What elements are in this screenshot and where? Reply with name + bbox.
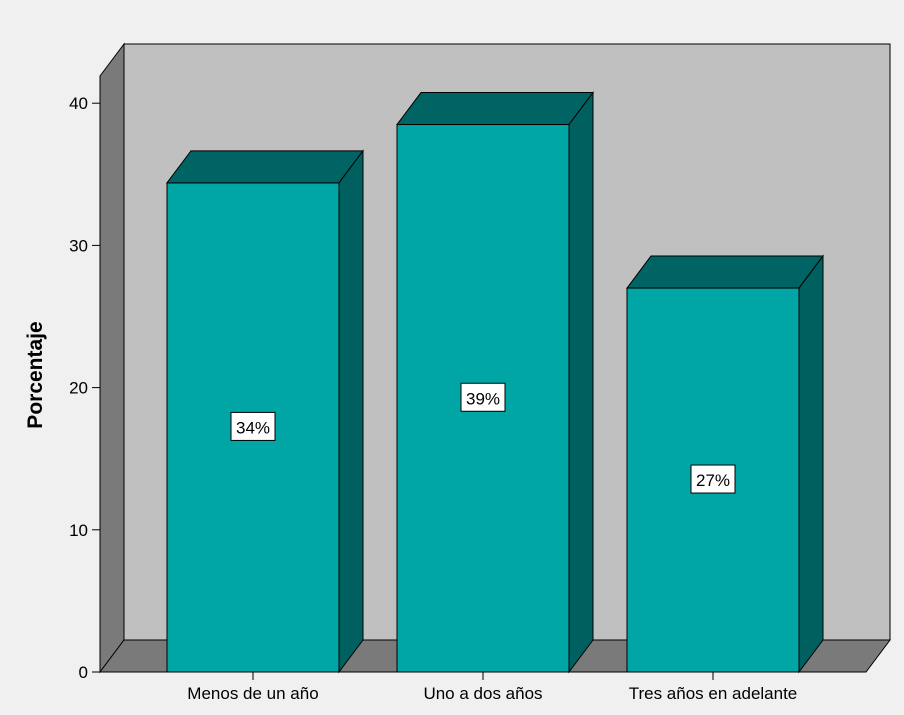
bar: 27% <box>626 254 824 674</box>
data-label: 39% <box>466 389 500 408</box>
bar-top <box>626 255 824 289</box>
side-wall <box>99 42 125 674</box>
x-tick-label: Uno a dos años <box>423 684 542 703</box>
bar-side <box>568 91 594 674</box>
bar-top <box>166 150 364 184</box>
x-axis-labels: Menos de un año Uno a dos años Tres años e… <box>187 672 797 703</box>
bar-side <box>798 254 824 674</box>
y-tick-label: 30 <box>69 236 88 255</box>
bars: 34% 39% 27% <box>166 91 824 674</box>
y-tick-label: 40 <box>69 94 88 113</box>
data-label-box <box>690 464 736 494</box>
data-label: 34% <box>236 418 270 437</box>
bar: 34% <box>166 149 364 674</box>
data-label-box <box>230 411 276 441</box>
bar-top <box>396 92 594 126</box>
y-tick-label: 10 <box>69 521 88 540</box>
data-label: 27% <box>696 471 730 490</box>
data-label-box <box>460 382 506 412</box>
x-tick-label: Tres años en adelante <box>629 684 798 703</box>
y-tick-label: 20 <box>69 379 88 398</box>
y-axis-title: Porcentaje <box>24 321 47 428</box>
bar: 39% <box>396 91 594 674</box>
x-tick-label: Menos de un año <box>187 684 318 703</box>
bar-side <box>338 149 364 674</box>
y-axis: 0 10 20 30 40 <box>69 93 101 682</box>
y-tick-label: 0 <box>79 663 88 682</box>
